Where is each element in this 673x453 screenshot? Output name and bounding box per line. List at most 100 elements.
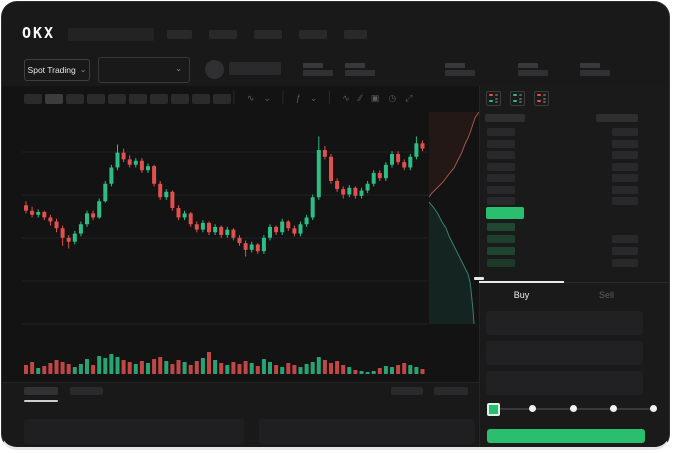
timeframe-button-3[interactable] — [66, 94, 84, 104]
volume-bar — [36, 368, 41, 374]
candlestick-chart[interactable] — [22, 110, 428, 380]
candle-body — [231, 229, 236, 238]
volume-bar — [115, 357, 120, 374]
order-input-2[interactable] — [486, 341, 643, 365]
orderbook-icon-dash — [495, 97, 498, 100]
timeframe-button-10[interactable] — [213, 94, 231, 104]
timeframe-button-4[interactable] — [87, 94, 105, 104]
chevron-down-icon[interactable]: ⌄ — [263, 92, 271, 103]
amount-slider[interactable] — [487, 403, 657, 416]
candle-body — [310, 197, 315, 218]
volume-bar — [365, 372, 370, 374]
candle-body — [152, 166, 157, 184]
tab-buy[interactable]: Buy — [513, 290, 530, 300]
candle-body — [390, 154, 394, 165]
candle-body — [347, 187, 352, 195]
ticker-stat-label-3 — [445, 63, 465, 68]
volume-bar — [109, 354, 114, 374]
volume-bar — [133, 364, 138, 374]
candle-body — [176, 208, 181, 218]
candle-body — [298, 224, 303, 234]
candle-body — [91, 213, 96, 218]
indicator-icon[interactable]: ƒ — [295, 93, 301, 103]
timeframe-button-7[interactable] — [150, 94, 168, 104]
bottom-field-1 — [24, 419, 244, 444]
orderbook-view-sells-icon[interactable] — [534, 91, 549, 106]
bottom-tab-orders[interactable] — [24, 387, 58, 395]
wave-icon[interactable]: ∿ — [342, 92, 350, 103]
timeframe-button-2[interactable] — [45, 94, 63, 104]
volume-bar — [188, 365, 193, 374]
bottom-tab-history[interactable] — [70, 387, 103, 395]
okx-logo[interactable]: OKX — [22, 24, 56, 42]
nav-item-placeholder-2[interactable] — [209, 30, 237, 39]
volume-bar — [377, 368, 382, 374]
slider-step-dot[interactable] — [529, 405, 536, 412]
slider-step-dot[interactable] — [570, 405, 577, 412]
pair-selector-dropdown[interactable]: ⌄ — [98, 57, 190, 83]
slider-step-dot[interactable] — [610, 405, 617, 412]
compare-icon[interactable]: ∕∕ — [358, 93, 362, 103]
ask-price-placeholder[interactable] — [487, 162, 515, 171]
ask-price-placeholder[interactable] — [487, 151, 515, 159]
bid-price-placeholder[interactable] — [487, 247, 515, 255]
candle-body — [121, 152, 126, 160]
bid-price-placeholder[interactable] — [487, 235, 515, 243]
nav-item-placeholder-1[interactable] — [167, 30, 192, 39]
ask-price-placeholder[interactable] — [487, 128, 515, 136]
last-price-bar[interactable] — [486, 207, 524, 219]
order-input-3[interactable] — [486, 371, 643, 395]
timeframe-button-9[interactable] — [192, 94, 210, 104]
ticker-stat-value-2 — [345, 70, 375, 76]
header-title-placeholder — [68, 28, 154, 41]
candle-body — [249, 244, 254, 250]
volume-bar — [280, 367, 285, 374]
bid-price-placeholder[interactable] — [487, 259, 515, 267]
timeframe-button-1[interactable] — [24, 94, 42, 104]
bid-price-placeholder[interactable] — [487, 223, 515, 231]
market-type-dropdown[interactable]: Spot Trading ⌄ — [24, 59, 90, 81]
orderbook-view-combined-icon[interactable] — [486, 91, 501, 106]
timeframe-button-5[interactable] — [108, 94, 126, 104]
nav-item-placeholder-4[interactable] — [299, 30, 327, 39]
buy-submit-button[interactable] — [487, 429, 645, 443]
order-input-1[interactable] — [486, 311, 643, 335]
volume-bar — [243, 361, 248, 374]
top-nav — [2, 30, 669, 39]
bid-amount-placeholder — [612, 247, 638, 255]
timeframe-button-6[interactable] — [129, 94, 147, 104]
orderbook-view-buys-icon[interactable] — [510, 91, 525, 106]
tab-sell[interactable]: Sell — [598, 290, 614, 300]
ask-price-placeholder[interactable] — [487, 185, 515, 194]
ask-price-placeholder[interactable] — [487, 174, 515, 182]
volume-bar — [322, 360, 327, 374]
volume-bar — [158, 357, 163, 374]
fullscreen-icon[interactable]: ⤢ — [405, 92, 413, 103]
ticker-stat-value-3 — [445, 70, 475, 76]
ask-price-placeholder[interactable] — [487, 197, 515, 205]
volume-bar — [91, 365, 96, 374]
depth-chart[interactable] — [427, 110, 479, 330]
volume-bar — [298, 367, 303, 374]
camera-icon[interactable]: ▣ — [370, 92, 380, 103]
candle-body — [402, 162, 407, 168]
slider-step-dot[interactable] — [650, 405, 657, 412]
bottom-action-placeholder-2[interactable] — [434, 387, 468, 395]
candle-body — [109, 167, 114, 184]
ticker-stat-value-4 — [518, 70, 548, 76]
timeframe-button-8[interactable] — [171, 94, 189, 104]
volume-bar — [316, 357, 321, 374]
chevron-down-icon[interactable]: ⌄ — [309, 92, 318, 103]
volume-bar — [408, 365, 413, 374]
slider-handle[interactable] — [487, 403, 500, 416]
ask-price-placeholder[interactable] — [487, 139, 515, 148]
volume-bar — [347, 367, 352, 374]
volume-bar — [335, 361, 340, 374]
nav-item-placeholder-3[interactable] — [254, 30, 282, 39]
clock-icon[interactable]: ◷ — [388, 92, 397, 103]
bottom-action-placeholder-1[interactable] — [391, 387, 423, 395]
ticker-stats — [2, 60, 669, 80]
line-style-icon[interactable]: ∿ — [246, 92, 255, 103]
nav-item-placeholder-5[interactable] — [344, 30, 367, 39]
